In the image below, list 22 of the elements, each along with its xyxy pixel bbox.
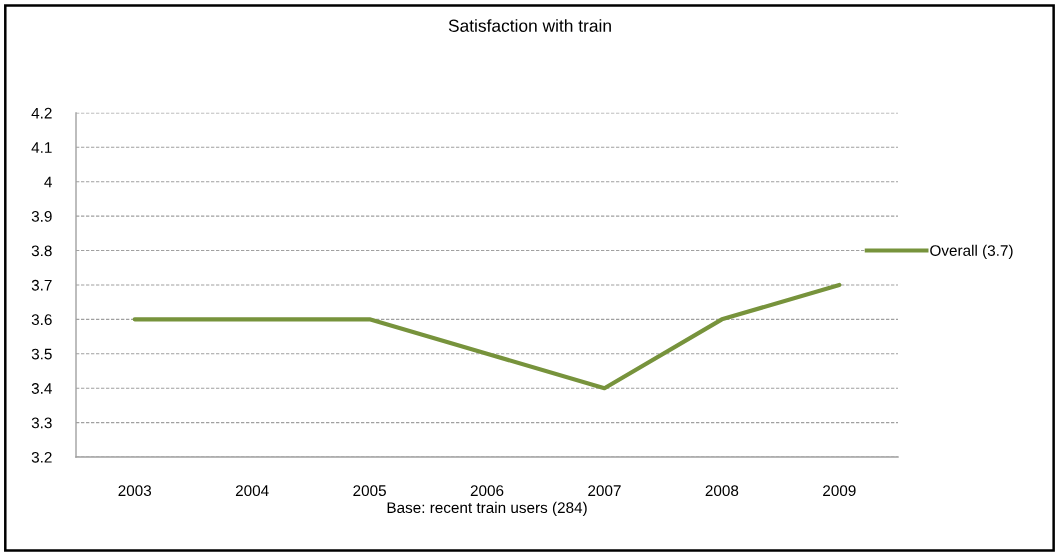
y-tick-label: 4 — [44, 176, 52, 188]
chart-title: Satisfaction with train — [448, 19, 611, 32]
y-tick-label: 3.8 — [31, 245, 52, 257]
y-tick-label: 3.5 — [31, 348, 52, 360]
y-tick-label: 3.2 — [31, 451, 52, 463]
x-tick-label: 2009 — [823, 485, 856, 497]
y-tick-label: 4.2 — [31, 107, 52, 119]
y-tick-label: 3.4 — [31, 383, 52, 394]
x-tick-label: 2004 — [235, 485, 269, 497]
x-tick-label: 2003 — [118, 485, 152, 497]
y-tick-label: 4.1 — [31, 142, 52, 153]
y-tick-label: 3.7 — [31, 279, 52, 291]
x-tick-label: 2005 — [353, 485, 386, 497]
line-series — [132, 282, 842, 391]
legend-label: Overall (3.7) — [930, 244, 1013, 259]
x-axis-title: Base: recent train users (284) — [387, 501, 587, 517]
y-tick-label: 3.3 — [31, 417, 52, 429]
x-tick-label: 2007 — [588, 485, 621, 497]
x-tick-label: 2008 — [705, 485, 739, 497]
x-tick-label: 2006 — [470, 485, 504, 497]
y-tick-label: 3.9 — [31, 210, 52, 222]
y-tick-label: 3.6 — [31, 314, 52, 326]
